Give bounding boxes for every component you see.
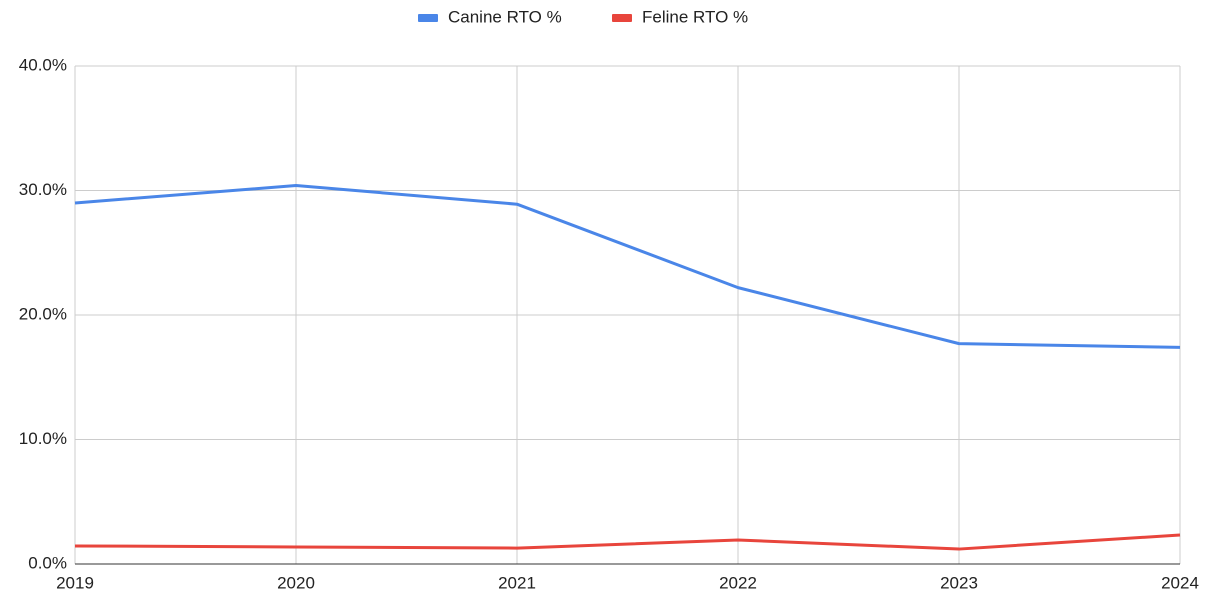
x-tick-label: 2023 [940, 573, 978, 592]
y-tick-label: 40.0% [19, 55, 67, 74]
series-line [74, 533, 1181, 551]
x-tick-label: 2020 [277, 573, 315, 592]
series-line [74, 184, 1181, 349]
x-tick-label: 2019 [56, 573, 94, 592]
x-tick-label: 2022 [719, 573, 757, 592]
legend-label: Canine RTO % [448, 7, 562, 26]
y-tick-label: 10.0% [19, 429, 67, 448]
y-tick-label: 20.0% [19, 304, 67, 323]
legend-swatch [418, 14, 438, 22]
legend-label: Feline RTO % [642, 7, 748, 26]
y-tick-label: 0.0% [28, 553, 67, 572]
x-tick-label: 2024 [1161, 573, 1199, 592]
legend-swatch [612, 14, 632, 22]
y-tick-label: 30.0% [19, 180, 67, 199]
x-tick-label: 2021 [498, 573, 536, 592]
